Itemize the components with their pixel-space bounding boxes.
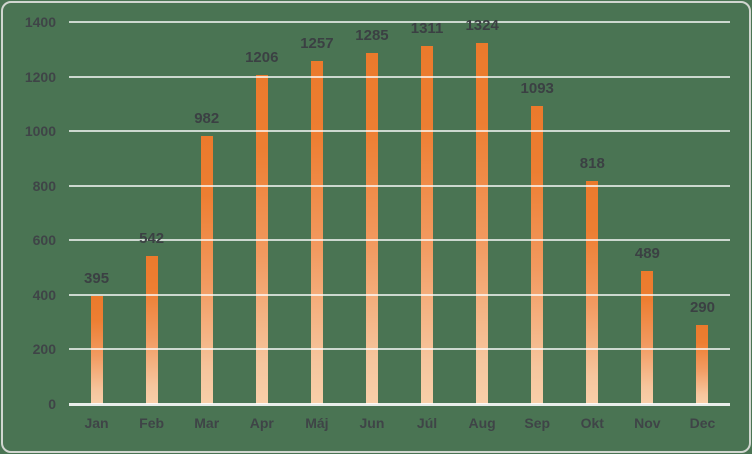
data-label-nov: 489 [634,244,660,262]
y-axis-label-600: 600 [32,232,56,249]
gridline-1400 [69,21,730,23]
gridline-400 [69,293,730,296]
bar-8-aug [476,42,489,404]
y-axis-label-200: 200 [32,341,56,358]
x-axis-label-jan: Jan [84,415,109,431]
bar-7-júl [421,46,434,404]
y-axis-label-1400: 1400 [24,14,56,30]
y-axis-label-800: 800 [32,177,56,194]
bar-2-feb [145,256,158,404]
gridline-600 [69,239,730,242]
data-label-dec: 290 [689,298,715,316]
bar-11-nov [641,270,654,404]
data-label-okt: 818 [579,154,605,172]
bar-3-mar [200,136,213,404]
data-label-aug: 1324 [465,16,499,34]
gridline-1000 [69,130,730,133]
bar-12-dec [696,324,709,404]
x-axis-label-júl: Júl [416,415,438,431]
y-axis-label-0: 0 [48,396,56,412]
x-axis-label-máj: Máj [305,415,329,431]
x-axis-label-jun: Jun [359,415,385,431]
x-axis-label-mar: Mar [194,415,220,431]
y-axis-label-1200: 1200 [24,68,56,85]
data-label-mar: 982 [194,110,220,128]
y-axis-label-1000: 1000 [24,123,56,140]
gridline-800 [69,184,730,187]
data-label-sep: 1093 [520,79,554,97]
x-axis-label-aug: Aug [468,415,496,431]
y-axis-label-400: 400 [32,286,56,303]
bar-9-sep [531,105,544,404]
data-label-jan: 395 [84,270,110,288]
gridline-1200 [69,75,730,78]
x-axis-label-sep: Sep [524,415,551,431]
x-axis-label-nov: Nov [634,415,661,431]
bar-5-máj [310,61,323,404]
x-axis-line [69,403,730,406]
x-axis-label-dec: Dec [689,415,716,431]
x-axis-label-feb: Feb [139,415,165,431]
data-label-máj: 1257 [300,35,334,53]
x-axis-label-apr: Apr [249,415,274,431]
x-axis-label-okt: Okt [580,415,604,431]
data-label-jun: 1285 [355,27,389,45]
data-label-apr: 1206 [245,48,279,66]
bar-6-jun [365,53,378,404]
data-label-feb: 542 [139,230,165,248]
bar-10-okt [586,180,599,404]
gridline-200 [69,348,730,351]
data-label-júl: 1311 [410,20,444,38]
